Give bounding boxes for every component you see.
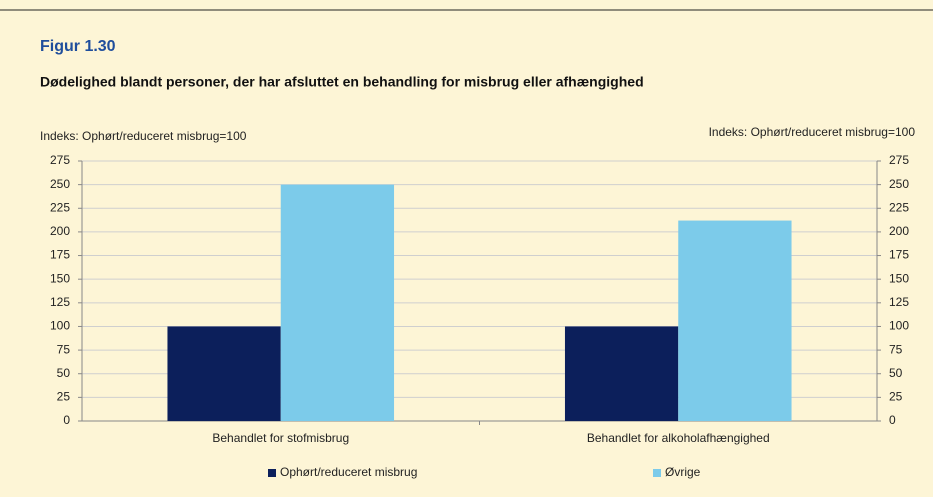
bar [678, 220, 792, 421]
chart-title: Figur 1.30 [40, 38, 116, 55]
y-tick-label: 50 [57, 366, 71, 380]
y2-tick-label: 225 [889, 200, 909, 214]
y2-tick-label: 150 [889, 271, 909, 285]
bar [167, 326, 281, 421]
y-tick-label: 200 [50, 224, 70, 238]
y2-tick-label: 200 [889, 224, 909, 238]
bar [280, 184, 395, 421]
y-tick-label: 175 [50, 248, 70, 262]
bar [564, 326, 679, 421]
legend-swatch [268, 469, 276, 477]
y-axis-label: Indeks: Ophørt/reduceret misbrug=100 [40, 129, 247, 143]
y-tick-label: 275 [50, 153, 70, 167]
x-tick-label: Behandlet for stofmisbrug [212, 431, 349, 445]
y-tick-label: 100 [50, 319, 70, 333]
y2-tick-label: 25 [889, 390, 903, 404]
y2-tick-label: 50 [889, 366, 903, 380]
y-tick-label: 0 [63, 413, 70, 427]
y2-tick-label: 125 [889, 295, 909, 309]
y2-tick-label: 0 [889, 413, 896, 427]
y-tick-label: 75 [57, 342, 71, 356]
legend-label: Øvrige [665, 465, 701, 479]
y-tick-label: 250 [50, 177, 70, 191]
legend-swatch [653, 469, 661, 477]
y2-tick-label: 250 [889, 177, 909, 191]
chart-subtitle: Dødelighed blandt personer, der har afsl… [40, 74, 644, 90]
y-tick-label: 225 [50, 200, 70, 214]
y-tick-label: 25 [57, 390, 71, 404]
y-tick-label: 125 [50, 295, 70, 309]
y2-axis-label: Indeks: Ophørt/reduceret misbrug=100 [709, 125, 916, 139]
y2-tick-label: 275 [889, 153, 909, 167]
y2-tick-label: 175 [889, 248, 909, 262]
x-tick-label: Behandlet for alkoholafhængighed [587, 431, 770, 445]
legend-label: Ophørt/reduceret misbrug [280, 465, 417, 479]
y2-tick-label: 100 [889, 319, 909, 333]
y2-tick-label: 75 [889, 342, 903, 356]
y-tick-label: 150 [50, 271, 70, 285]
